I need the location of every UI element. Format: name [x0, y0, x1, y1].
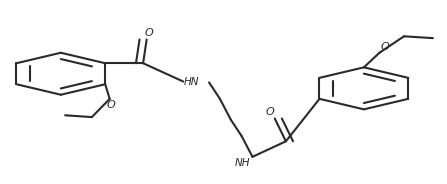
Text: O: O [266, 107, 274, 117]
Text: HN: HN [184, 77, 200, 87]
Text: O: O [381, 42, 389, 52]
Text: O: O [107, 100, 115, 110]
Text: NH: NH [235, 158, 250, 168]
Text: O: O [144, 28, 153, 38]
